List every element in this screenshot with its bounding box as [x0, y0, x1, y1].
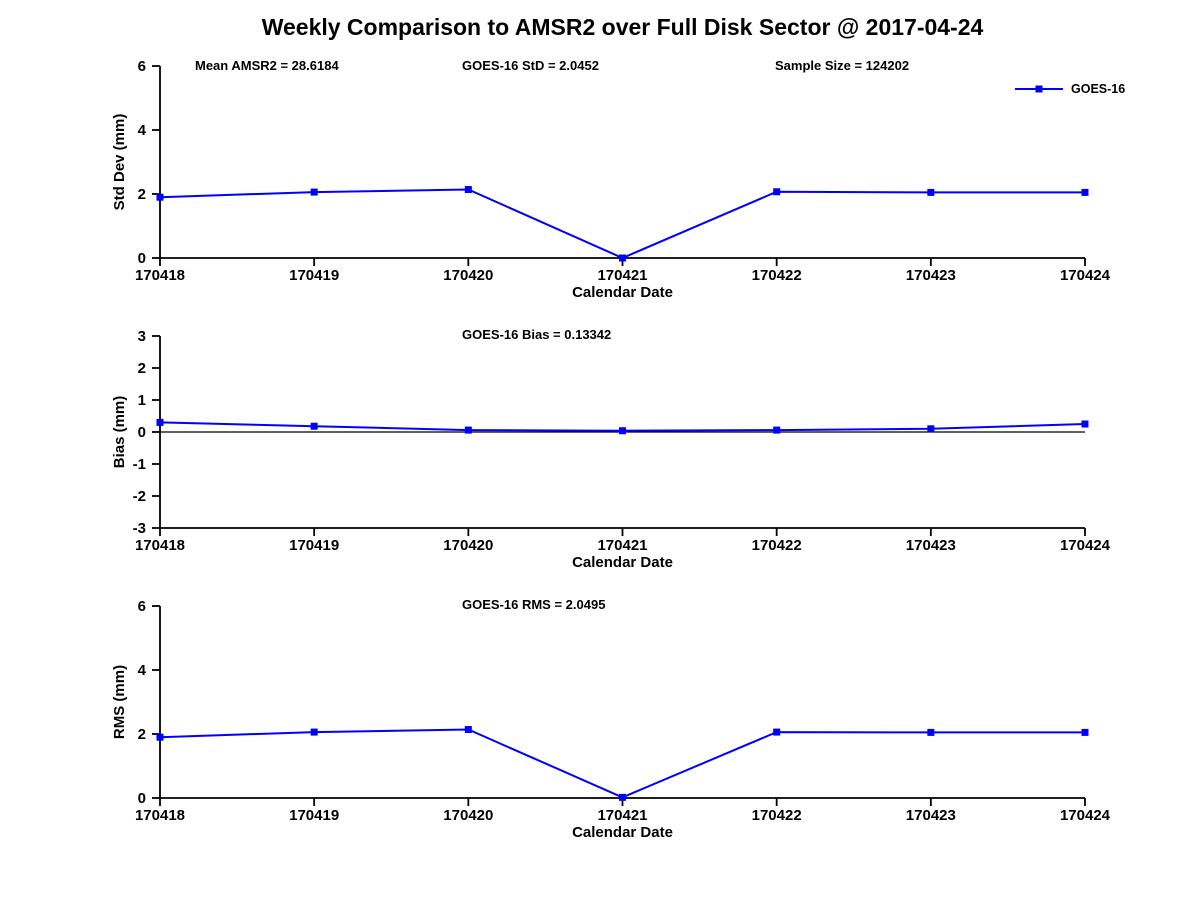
y-tick-label: 1: [138, 392, 146, 409]
data-point-marker: [619, 427, 626, 435]
goes16-rms-annotation: GOES-16 RMS = 2.0495: [462, 597, 606, 612]
x-tick-label: 170419: [289, 267, 339, 284]
x-tick-label: 170422: [752, 537, 802, 554]
data-point-marker: [773, 188, 781, 196]
data-point-marker: [1081, 188, 1089, 196]
series-line: [159, 728, 1085, 799]
x-tick-label: 170418: [135, 537, 185, 554]
data-point-marker: [927, 728, 935, 736]
data-point-marker: [464, 186, 472, 194]
x-tick-label: 170423: [906, 807, 956, 824]
goes16-bias-annotation: GOES-16 Bias = 0.13342: [462, 327, 612, 342]
data-point-marker: [619, 793, 626, 801]
data-point-marker: [773, 728, 781, 736]
x-tick-label: 170418: [135, 807, 185, 824]
y-tick-label: 4: [138, 662, 147, 679]
mean-amsr2-annotation: Mean AMSR2 = 28.6184: [195, 58, 339, 73]
data-point-marker: [310, 188, 318, 196]
bias-plot: -3 -2 -1 0 1 2 3 170418 170419 170420 170421 170422…: [133, 328, 1111, 554]
data-point-marker: [619, 254, 626, 262]
rms-x-axis-label: Calendar Date: [572, 824, 673, 841]
x-tick-label: 170422: [752, 267, 802, 284]
data-point-marker: [156, 418, 164, 426]
data-point-marker: [464, 726, 472, 734]
x-tick-label: 170420: [443, 807, 493, 824]
x-tick-label: 170424: [1060, 267, 1111, 284]
data-point-marker: [927, 425, 935, 433]
data-point-marker: [1081, 420, 1089, 428]
sample-size-annotation: Sample Size = 124202: [775, 58, 910, 73]
data-point-marker: [1081, 728, 1089, 736]
x-tick-label: 170418: [135, 267, 185, 284]
stddev-x-axis-label: Calendar Date: [572, 284, 673, 301]
data-point-marker: [927, 188, 935, 196]
x-tick-label: 170422: [752, 807, 802, 824]
x-tick-label: 170424: [1060, 537, 1111, 554]
y-tick-label: 2: [138, 726, 146, 743]
data-point-marker: [156, 193, 164, 201]
y-tick-label: 2: [138, 186, 146, 203]
series-line: [159, 188, 1085, 260]
x-tick-label: 170424: [1060, 807, 1111, 824]
figure-title: Weekly Comparison to AMSR2 over Full Dis…: [261, 14, 984, 40]
data-point-marker: [310, 422, 318, 430]
data-point-marker: [156, 733, 164, 741]
goes16-std-annotation: GOES-16 StD = 2.0452: [462, 58, 599, 73]
legend-line-marker-icon: [1015, 85, 1063, 93]
y-tick-label: -1: [133, 456, 146, 473]
y-tick-label: 6: [138, 598, 146, 615]
y-tick-label: 6: [138, 58, 146, 75]
x-tick-label: 170421: [597, 267, 647, 284]
x-tick-label: 170420: [443, 267, 493, 284]
y-tick-label: 2: [138, 360, 146, 377]
y-tick-label: 0: [138, 424, 146, 441]
stddev-plot: 0 2 4 6 170418 170419 170420 170421 170422 170423…: [135, 58, 1111, 284]
x-tick-label: 170423: [906, 267, 956, 284]
x-tick-label: 170420: [443, 537, 493, 554]
x-tick-label: 170421: [597, 807, 647, 824]
x-tick-label: 170423: [906, 537, 956, 554]
y-tick-label: -3: [133, 520, 146, 537]
data-point-marker: [464, 426, 472, 434]
y-tick-label: -2: [133, 488, 146, 505]
legend: GOES-16: [1015, 82, 1125, 96]
x-tick-label: 170419: [289, 537, 339, 554]
x-tick-label: 170421: [597, 537, 647, 554]
legend-label: GOES-16: [1071, 82, 1126, 96]
y-tick-label: 4: [138, 122, 147, 139]
bias-x-axis-label: Calendar Date: [572, 554, 673, 571]
data-point-marker: [310, 728, 318, 736]
x-tick-label: 170419: [289, 807, 339, 824]
y-tick-label: 0: [138, 790, 146, 807]
data-point-marker: [773, 426, 781, 434]
y-tick-label: 3: [138, 328, 146, 345]
rms-plot: 0 2 4 6 170418 170419 170420 170421 170422 170423…: [135, 598, 1111, 824]
y-tick-label: 0: [138, 250, 146, 267]
